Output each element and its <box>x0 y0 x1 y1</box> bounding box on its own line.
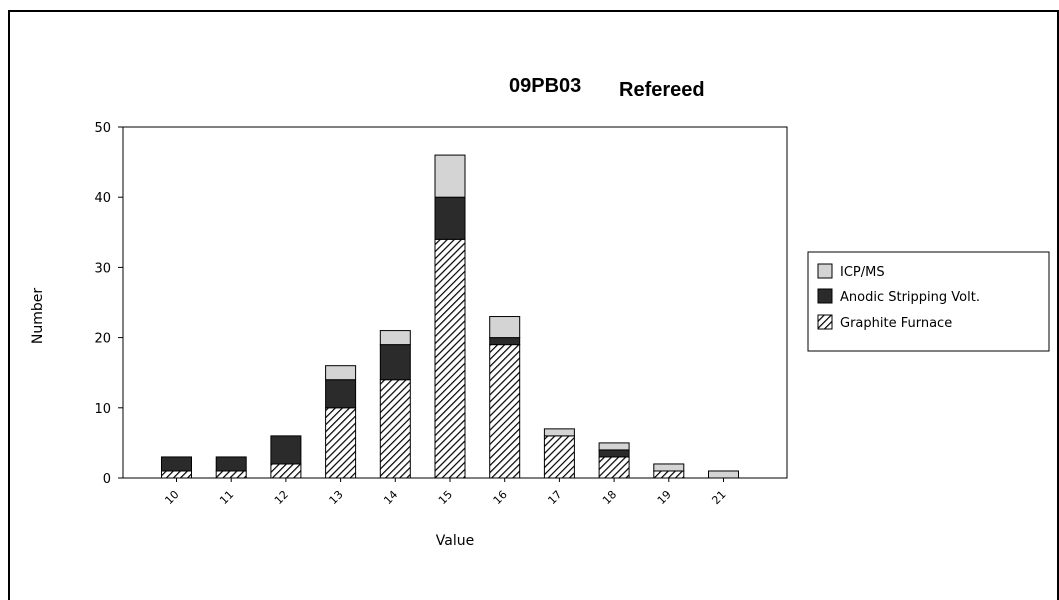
x-tick-label: 10 <box>162 488 181 507</box>
bar-segment-graphite-furnace <box>598 456 630 479</box>
x-tick-label: 18 <box>600 488 619 507</box>
legend-box <box>807 251 1050 352</box>
legend-label: Graphite Furnace <box>840 316 952 331</box>
bar-segment-icp-ms <box>653 463 685 472</box>
y-axis: 0 10 20 30 40 50 <box>94 121 123 487</box>
bar-segment-anodic-stripping-volt <box>434 196 466 240</box>
bar-segment-graphite-furnace <box>434 238 466 479</box>
x-tick-label: 15 <box>436 488 455 507</box>
y-tick-label: 20 <box>94 332 111 347</box>
y-axis-label: Number <box>30 288 46 344</box>
bar-segment-graphite-furnace <box>161 470 192 479</box>
bar-segment-icp-ms <box>598 442 630 451</box>
bar-segment-anodic-stripping-volt <box>270 435 302 465</box>
bar-segment-anodic-stripping-volt <box>325 379 357 409</box>
x-axis-label: Value <box>436 533 474 549</box>
chart-title-part-1: 09PB03 <box>509 75 581 97</box>
bar-segment-anodic-stripping-volt <box>215 456 247 472</box>
x-tick-label: 21 <box>709 488 728 507</box>
bars-group <box>161 154 739 479</box>
legend-label: Anodic Stripping Volt. <box>840 290 980 305</box>
bar-segment-graphite-furnace <box>543 435 575 479</box>
x-tick-label: 12 <box>272 488 291 507</box>
x-tick-label: 13 <box>327 488 346 507</box>
bar-segment-graphite-furnace <box>653 470 685 479</box>
bar-segment-graphite-furnace <box>325 407 357 479</box>
bar-segment-anodic-stripping-volt <box>161 456 192 472</box>
bar-segment-graphite-furnace <box>215 470 247 479</box>
x-tick-label: 17 <box>545 488 564 507</box>
x-tick-label: 14 <box>381 488 400 507</box>
bar-segment-icp-ms <box>543 428 575 437</box>
bar-segment-graphite-furnace <box>379 379 411 479</box>
bar-segment-anodic-stripping-volt <box>379 344 411 381</box>
y-tick-label: 50 <box>94 121 111 136</box>
x-tick-label: 19 <box>655 488 674 507</box>
x-tick-label: 11 <box>217 488 236 507</box>
bar-segment-graphite-furnace <box>489 344 521 479</box>
legend-label: ICP/MS <box>840 265 885 280</box>
bar-segment-icp-ms <box>708 470 739 479</box>
legend-swatch <box>817 263 833 279</box>
bar-segment-icp-ms <box>434 154 466 198</box>
bar-segment-graphite-furnace <box>270 463 302 479</box>
legend-swatch <box>817 314 833 330</box>
bar-segment-anodic-stripping-volt <box>598 449 630 458</box>
legend: ICP/MS Anodic Stripping Volt. Graphite Fur… <box>807 251 1050 352</box>
x-tick-label: 16 <box>491 488 510 507</box>
y-tick-label: 0 <box>103 472 111 487</box>
bar-segment-icp-ms <box>379 330 411 346</box>
chart-title-part-2: Refereed <box>619 79 705 101</box>
legend-swatch <box>817 288 833 304</box>
bar-segment-icp-ms <box>489 316 521 339</box>
x-axis: 10 11 12 13 14 15 16 17 18 19 21 <box>162 478 729 507</box>
bar-segment-icp-ms <box>325 365 357 381</box>
y-tick-label: 40 <box>94 191 111 206</box>
bar-segment-anodic-stripping-volt <box>489 337 521 346</box>
y-tick-label: 10 <box>94 402 111 417</box>
y-tick-label: 30 <box>94 261 111 276</box>
